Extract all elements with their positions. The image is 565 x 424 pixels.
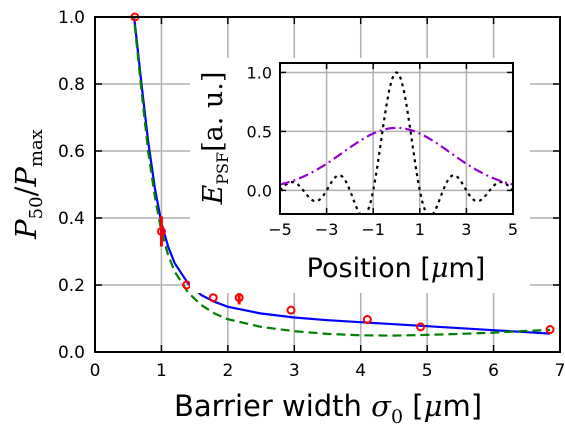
y-tick-label: 0.6 — [58, 142, 85, 162]
model-curve-dashed — [132, 17, 551, 337]
inset-x-tick-label: −3 — [315, 220, 339, 239]
y-tick-label: 0.8 — [58, 75, 85, 95]
main-ticks: 0 1 2 3 4 5 6 7 0.0 0.2 0.4 0.6 0.8 1.0 — [58, 8, 565, 381]
inset-ticks: −5 −3 −1 1 3 5 0.0 0.5 1.0 — [247, 63, 518, 239]
data-point — [208, 293, 218, 303]
data-point — [416, 322, 425, 332]
inset-y-tick-label: 0.5 — [247, 122, 272, 141]
y-axis-label: P50/Pmax — [9, 129, 47, 240]
x-tick-label: 1 — [156, 361, 167, 381]
y-tick-label: 0.4 — [58, 209, 85, 229]
inset-psf-curve — [280, 71, 513, 214]
inset-x-tick-label: 5 — [508, 220, 518, 239]
inset-y-tick-label: 0.0 — [247, 181, 272, 200]
data-point — [362, 315, 372, 325]
inset-background — [190, 58, 530, 293]
inset-series — [280, 71, 513, 214]
inset-x-tick-label: 3 — [461, 220, 471, 239]
x-axis-label: Barrier width σ0 [μm] — [174, 389, 482, 424]
x-tick-label: 7 — [555, 361, 565, 381]
x-tick-label: 5 — [422, 361, 433, 381]
y-tick-label: 0.2 — [58, 276, 85, 296]
data-point — [286, 305, 296, 315]
inset-y-axis-label: EPSF[a. u.] — [198, 72, 232, 206]
inset-x-axis-label: Position [μm] — [307, 253, 486, 284]
x-tick-label: 3 — [289, 361, 300, 381]
data-point — [545, 325, 555, 335]
x-tick-label: 0 — [90, 361, 101, 381]
main-series — [130, 12, 555, 337]
inset-x-tick-label: −5 — [268, 220, 292, 239]
inset-x-tick-label: 1 — [415, 220, 425, 239]
y-tick-label: 1.0 — [58, 8, 85, 28]
inset-y-tick-label: 1.0 — [247, 63, 272, 82]
y-tick-label: 0.0 — [58, 343, 85, 363]
inset-plot-frame — [279, 62, 514, 215]
x-tick-label: 6 — [488, 361, 499, 381]
data-point — [156, 226, 166, 236]
main-plot-frame — [94, 16, 561, 353]
data-point — [234, 293, 244, 303]
x-tick-label: 2 — [222, 361, 233, 381]
model-curve-solid — [132, 17, 551, 335]
inset-gaussian-curve — [280, 126, 513, 186]
x-tick-label: 4 — [355, 361, 366, 381]
inset-x-tick-label: −1 — [361, 220, 385, 239]
